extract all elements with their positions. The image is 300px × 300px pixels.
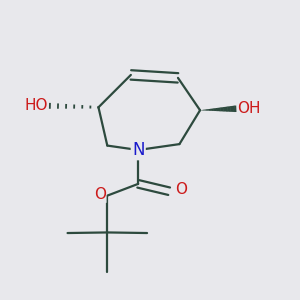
Text: O: O [176,182,188,197]
Text: N: N [132,141,145,159]
Text: O: O [94,187,106,202]
Text: OH: OH [237,101,260,116]
Text: HO: HO [25,98,48,113]
